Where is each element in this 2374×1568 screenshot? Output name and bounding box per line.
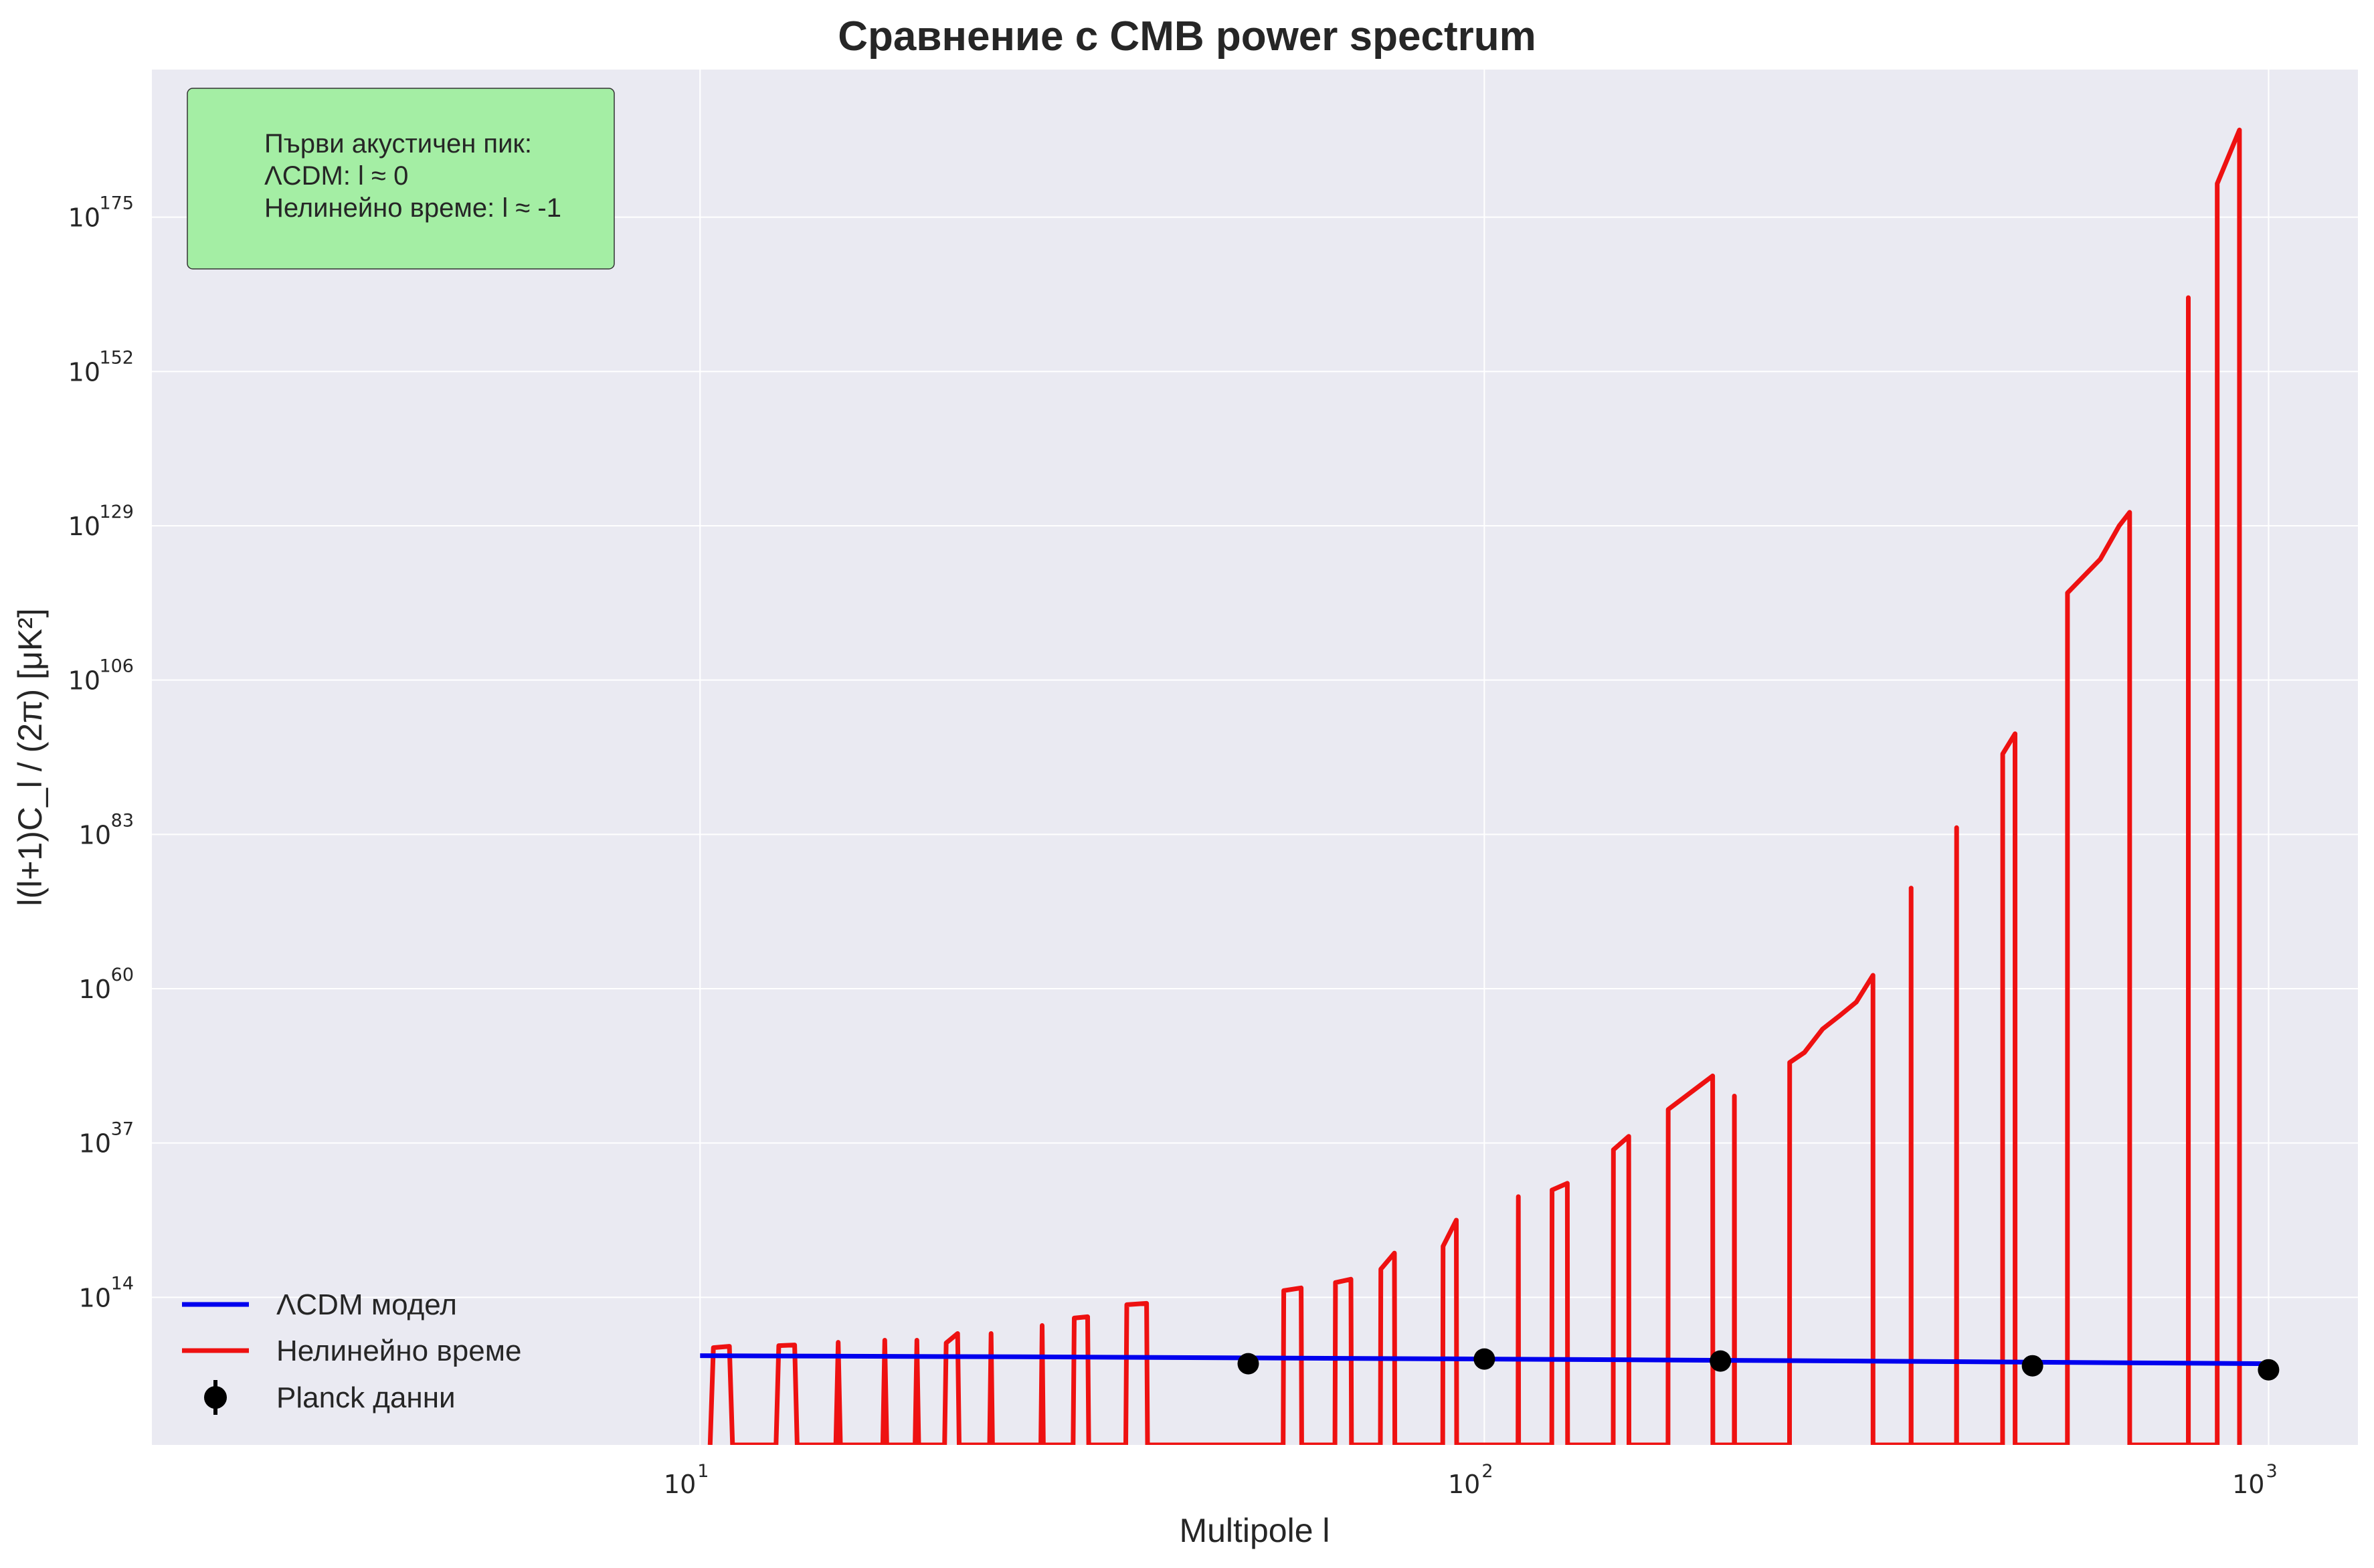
planck-data-point xyxy=(2021,1355,2043,1377)
y-tick-label: 10 xyxy=(79,975,111,1004)
y-tick-exponent: 106 xyxy=(99,656,134,677)
x-tick-label: 10 xyxy=(664,1470,696,1499)
legend-label-planck: Planck данни xyxy=(276,1381,456,1414)
y-tick-label: 10 xyxy=(68,203,100,233)
x-tick-exponent: 1 xyxy=(697,1461,709,1482)
annotation-background xyxy=(187,88,615,270)
y-tick-label: 10 xyxy=(79,820,111,850)
planck-data-point xyxy=(1237,1353,1259,1375)
series-layer xyxy=(700,127,2280,1445)
legend-marker-planck xyxy=(204,1386,227,1409)
annotation-box: Първи акустичен пик: ΛCDM: l ≈ 0 Нелиней… xyxy=(187,88,615,270)
chart-title: Сравнение с CMB power spectrum xyxy=(838,13,1536,60)
y-tick-exponent: 129 xyxy=(99,502,134,522)
x-axis-label: Multipole l xyxy=(1179,1512,1330,1549)
y-tick-exponent: 175 xyxy=(99,193,134,214)
legend: ΛCDM модел Нелинейно време Planck данни xyxy=(182,1288,521,1415)
legend-label-lcdm: ΛCDM модел xyxy=(276,1288,457,1321)
x-tick-exponent: 3 xyxy=(2266,1461,2277,1482)
y-tick-exponent: 37 xyxy=(111,1119,134,1140)
planck-data-point xyxy=(2258,1359,2280,1381)
y-tick-exponent: 60 xyxy=(111,965,134,985)
planck-data-point xyxy=(1710,1350,1732,1372)
planck-data-point xyxy=(1473,1348,1495,1370)
y-axis-label: l(l+1)C_l / (2π) [μK²] xyxy=(11,608,49,906)
series-line-nonlinear xyxy=(707,127,2242,1445)
annotation-line-3: Нелинейно време: l ≈ -1 xyxy=(264,193,561,223)
plot-area xyxy=(152,70,2358,1445)
y-tick-label: 10 xyxy=(79,1283,111,1312)
y-tick-label: 10 xyxy=(68,357,100,387)
legend-label-nonlinear: Нелинейно време xyxy=(276,1335,521,1367)
x-tick-label: 10 xyxy=(1448,1470,1480,1499)
y-tick-exponent: 83 xyxy=(111,810,134,831)
y-tick-label: 10 xyxy=(68,512,100,541)
annotation-line-2: ΛCDM: l ≈ 0 xyxy=(264,161,408,191)
x-axis-ticks: 10 1 10 2 10 3 xyxy=(664,1461,2278,1499)
y-tick-label: 10 xyxy=(68,666,100,696)
x-tick-exponent: 2 xyxy=(1481,1461,1493,1482)
grid xyxy=(152,70,2358,1445)
y-tick-exponent: 14 xyxy=(111,1273,134,1294)
annotation-line-1: Първи акустичен пик: xyxy=(264,129,532,159)
y-tick-exponent: 152 xyxy=(99,347,134,368)
y-tick-label: 10 xyxy=(79,1129,111,1159)
x-tick-label: 10 xyxy=(2232,1470,2264,1499)
